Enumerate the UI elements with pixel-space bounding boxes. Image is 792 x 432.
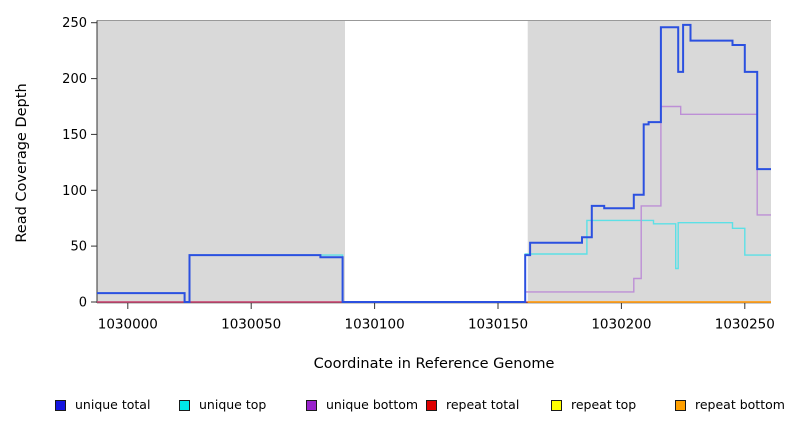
legend-item-label: unique total (75, 397, 151, 412)
legend-swatch (179, 399, 190, 411)
legend-item-unique-total: unique total (55, 397, 150, 413)
x-tick-label: 1030050 (221, 317, 281, 333)
legend-item-label: unique top (199, 397, 267, 412)
no-data-region (345, 20, 528, 303)
series-unique-bottom (97, 105, 771, 303)
legend-swatch (306, 399, 317, 411)
legend-item-label: repeat top (571, 397, 637, 412)
legend-swatch (55, 399, 66, 411)
legend-item-repeat-bottom: repeat bottom (675, 397, 785, 413)
y-axis-label: Read Coverage Depth (14, 83, 30, 243)
legend-item-label: repeat bottom (695, 397, 785, 412)
x-tick-label: 1030250 (715, 317, 775, 333)
legend-item-repeat-total: repeat total (426, 397, 519, 413)
y-tick-label: 150 (62, 128, 87, 143)
legend-item-label: repeat total (446, 397, 520, 412)
legend-swatch (551, 399, 562, 411)
series-unique-total (97, 23, 771, 303)
x-tick-label: 1030100 (345, 317, 405, 333)
y-tick-label: 0 (79, 296, 87, 311)
legend-swatch (426, 399, 437, 411)
legend-item-repeat-top: repeat top (551, 397, 636, 413)
legend-item-unique-bottom: unique bottom (306, 397, 418, 413)
x-tick-label: 1030150 (468, 317, 528, 333)
legend-item-label: unique bottom (326, 397, 419, 412)
y-tick-label: 250 (62, 16, 87, 31)
legend-swatch (675, 399, 686, 411)
y-tick-label: 50 (70, 240, 87, 255)
y-tick-label: 200 (62, 72, 87, 87)
x-tick-label: 1030000 (98, 317, 158, 333)
legend: unique total unique top unique bottom repea… (0, 397, 792, 417)
legend-item-unique-top: unique top (179, 397, 266, 413)
x-tick-label: 1030200 (591, 317, 651, 333)
y-tick-label: 100 (62, 184, 87, 199)
x-axis-label: Coordinate in Reference Genome (313, 356, 555, 372)
